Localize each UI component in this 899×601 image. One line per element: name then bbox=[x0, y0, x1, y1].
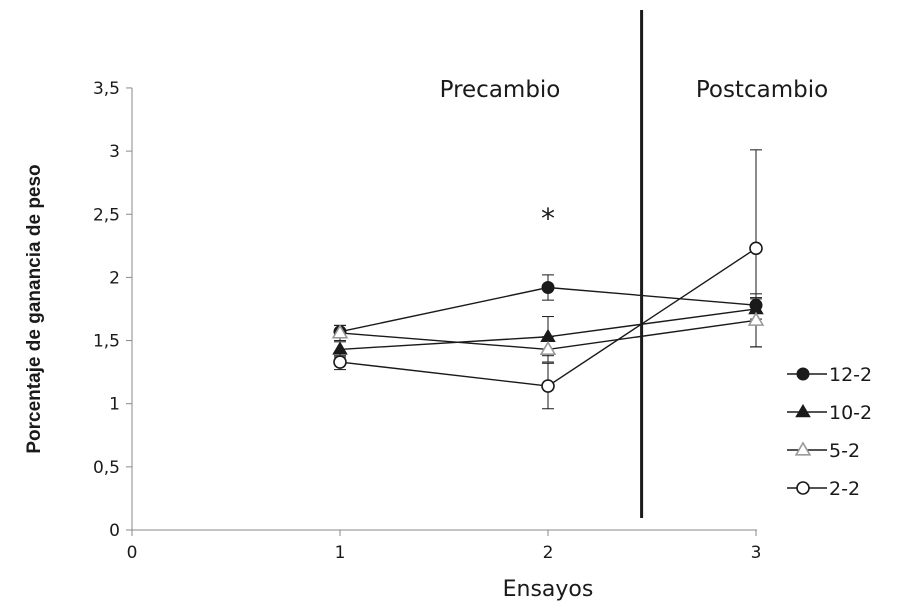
y-tick-label: 3,5 bbox=[93, 79, 120, 99]
data-point-2-2 bbox=[333, 355, 347, 369]
y-tick-label: 2 bbox=[109, 268, 120, 288]
data-point-2-2 bbox=[749, 241, 763, 256]
legend-marker-2-2 bbox=[796, 481, 810, 495]
region-label-precambio: Precambio bbox=[440, 77, 561, 103]
significance-asterisk: * bbox=[541, 202, 555, 235]
legend-label: 2-2 bbox=[829, 478, 860, 500]
y-axis-title: Porcentaje de ganancia de peso bbox=[24, 164, 45, 453]
y-tick-label: 3 bbox=[109, 142, 120, 162]
x-tick-label: 3 bbox=[751, 543, 762, 563]
data-point-2-2 bbox=[541, 379, 555, 393]
x-ticks: 0 1 2 3 bbox=[127, 530, 762, 563]
y-ticks: 0 0,5 1 1,5 2 2,5 3 3,5 bbox=[93, 79, 132, 541]
legend-label: 12-2 bbox=[829, 364, 872, 386]
data-point-5-2 bbox=[747, 311, 765, 326]
x-axis-title: Ensayos bbox=[503, 577, 594, 601]
y-tick-label: 2,5 bbox=[93, 205, 120, 225]
legend-marker-12-2 bbox=[796, 367, 810, 381]
axes bbox=[131, 88, 757, 531]
region-label-postcambio: Postcambio bbox=[696, 77, 828, 103]
y-tick-label: 0 bbox=[109, 521, 120, 541]
data-point-5-2 bbox=[331, 324, 349, 339]
y-tick-label: 0,5 bbox=[93, 458, 120, 478]
data-point-5-2 bbox=[539, 340, 557, 355]
legend: 12-2 10-2 5-2 2-2 bbox=[787, 364, 872, 500]
data-point-12-2 bbox=[541, 281, 555, 295]
y-tick-label: 1 bbox=[109, 395, 120, 415]
x-tick-label: 0 bbox=[127, 543, 138, 563]
y-tick-label: 1,5 bbox=[93, 332, 120, 352]
x-tick-label: 2 bbox=[543, 543, 554, 563]
legend-label: 10-2 bbox=[829, 402, 872, 424]
series-layer bbox=[331, 149, 765, 410]
legend-label: 5-2 bbox=[829, 440, 860, 462]
data-point-10-2 bbox=[332, 341, 348, 355]
x-tick-label: 1 bbox=[335, 543, 346, 563]
legend-marker-10-2 bbox=[795, 403, 811, 418]
legend-marker-5-2 bbox=[794, 441, 812, 456]
